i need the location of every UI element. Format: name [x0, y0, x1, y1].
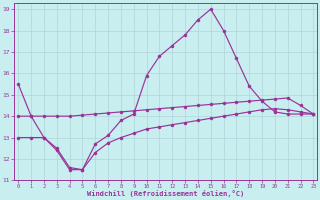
X-axis label: Windchill (Refroidissement éolien,°C): Windchill (Refroidissement éolien,°C) [87, 190, 244, 197]
